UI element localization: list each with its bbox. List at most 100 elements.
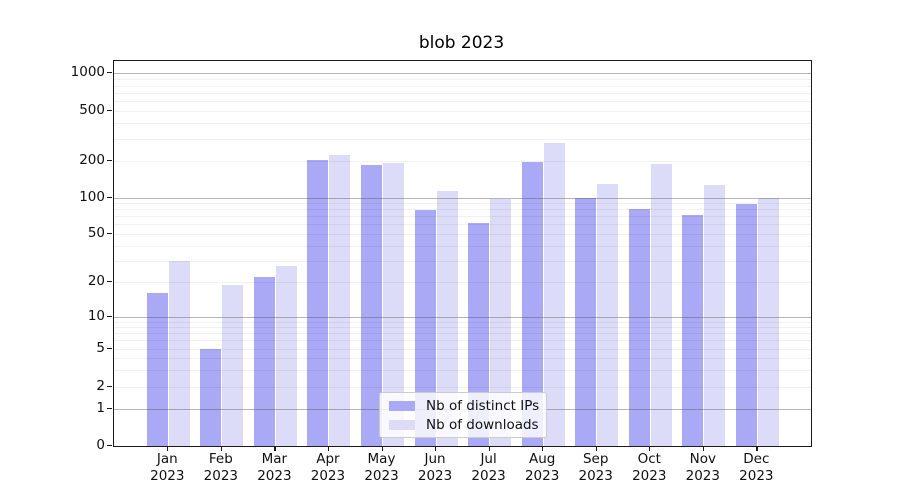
- y-tick-label: 5: [96, 339, 105, 356]
- x-tick-mark: [595, 446, 597, 451]
- y-tick-mark: [107, 196, 112, 198]
- y-tick-label: 10: [87, 307, 105, 324]
- bar-downloads: [704, 185, 726, 446]
- gridline-minor: [114, 234, 811, 235]
- x-tick-label: Dec 2023: [739, 451, 774, 484]
- gridline-minor: [114, 101, 811, 103]
- y-tick-mark: [107, 233, 112, 235]
- gridline-major: [114, 316, 811, 318]
- gridline-minor: [114, 79, 811, 81]
- x-tick-mark: [327, 446, 330, 451]
- x-tick-label: Jun 2023: [417, 451, 453, 484]
- bar-downloads: [222, 284, 244, 446]
- bar-distinct-ips: [575, 197, 597, 446]
- gridline-minor: [114, 282, 811, 283]
- bar-distinct-ips: [735, 204, 757, 446]
- legend-swatch-downloads: [389, 419, 415, 430]
- legend-label: Nb of downloads: [426, 416, 539, 433]
- bar-distinct-ips: [200, 348, 222, 446]
- bar-downloads: [275, 266, 297, 446]
- gridline-minor: [114, 92, 811, 94]
- x-tick-mark: [167, 446, 169, 451]
- bar-downloads: [757, 197, 779, 446]
- gridline-major: [114, 197, 811, 199]
- bar-downloads: [543, 143, 565, 446]
- x-tick-mark: [488, 446, 490, 451]
- x-tick-mark: [220, 446, 223, 451]
- gridline-minor: [114, 161, 811, 162]
- bar-distinct-ips: [628, 208, 650, 446]
- x-tick-label: Apr 2023: [310, 451, 346, 484]
- y-tick-mark: [107, 407, 112, 409]
- gridline-minor: [114, 260, 811, 262]
- y-tick-mark: [107, 315, 112, 317]
- x-tick-label: Sep 2023: [578, 451, 613, 484]
- x-tick-label: Mar 2023: [257, 451, 292, 484]
- y-tick-label: 50: [87, 225, 105, 241]
- bar-downloads: [650, 163, 672, 446]
- y-tick-label: 200: [79, 152, 105, 168]
- x-tick-label: Jul 2023: [471, 451, 506, 484]
- bar-downloads: [436, 190, 458, 446]
- bar-distinct-ips: [361, 165, 382, 446]
- bar-distinct-ips: [414, 210, 436, 446]
- x-tick-mark: [274, 446, 276, 451]
- x-tick-mark: [649, 446, 651, 451]
- x-tick-label: Feb 2023: [203, 451, 239, 484]
- gridline-minor: [114, 85, 811, 87]
- bar-distinct-ips: [146, 293, 168, 446]
- x-tick-label: Oct 2023: [632, 451, 667, 484]
- x-tick-mark: [702, 446, 704, 451]
- chart-title: blob 2023: [418, 33, 505, 53]
- y-tick-mark: [107, 347, 112, 349]
- gridline-minor: [114, 123, 811, 125]
- x-tick-label: Aug 2023: [524, 451, 560, 484]
- y-tick-label: 500: [79, 102, 105, 119]
- gridline-major: [114, 73, 811, 75]
- gridline-minor: [114, 209, 811, 211]
- x-tick-mark: [542, 446, 544, 451]
- x-tick-mark: [381, 446, 383, 451]
- gridline-minor: [114, 139, 811, 140]
- x-tick-mark: [435, 446, 437, 451]
- gridline-minor: [114, 369, 811, 371]
- gridline-minor: [114, 386, 811, 388]
- bar-downloads: [490, 199, 512, 446]
- bar-distinct-ips: [307, 159, 329, 446]
- y-tick-label: 20: [87, 273, 105, 289]
- gridline-minor: [114, 216, 811, 218]
- gridline-minor: [114, 327, 811, 328]
- y-tick-label: 100: [79, 188, 105, 205]
- gridline-minor: [114, 224, 811, 226]
- legend-label: Nb of distinct IPs: [426, 397, 540, 414]
- x-tick-mark: [756, 446, 758, 451]
- y-tick-mark: [107, 72, 112, 74]
- x-tick-label: May 2023: [364, 451, 399, 484]
- gridline-minor: [114, 245, 811, 247]
- bar-distinct-ips: [253, 277, 275, 446]
- gridline-minor: [114, 348, 811, 350]
- bar-downloads: [329, 155, 351, 446]
- y-tick-mark: [107, 281, 112, 283]
- bar-downloads: [168, 260, 190, 446]
- plot-area: Nb of distinct IPs Nb of downloads: [113, 60, 812, 447]
- y-tick-mark: [107, 110, 112, 112]
- gridline-minor: [114, 340, 811, 342]
- y-tick-label: 2: [96, 377, 105, 394]
- x-tick-label: Nov 2023: [685, 451, 720, 484]
- gridline-minor: [114, 111, 811, 113]
- bar-downloads: [383, 163, 404, 446]
- bar-distinct-ips: [682, 214, 704, 446]
- y-tick-mark: [107, 385, 112, 387]
- gridline-minor: [114, 357, 811, 359]
- gridline-minor: [114, 203, 811, 205]
- y-tick-mark: [107, 445, 112, 447]
- bar-downloads: [597, 183, 619, 446]
- x-tick-label: Jan 2023: [150, 451, 185, 484]
- y-tick-label: 0: [96, 437, 105, 453]
- legend-row: Nb of downloads: [389, 416, 546, 433]
- legend-row: Nb of distinct IPs: [389, 397, 546, 414]
- legend-swatch-distinct-ips: [389, 400, 415, 411]
- gridline-minor: [114, 333, 811, 335]
